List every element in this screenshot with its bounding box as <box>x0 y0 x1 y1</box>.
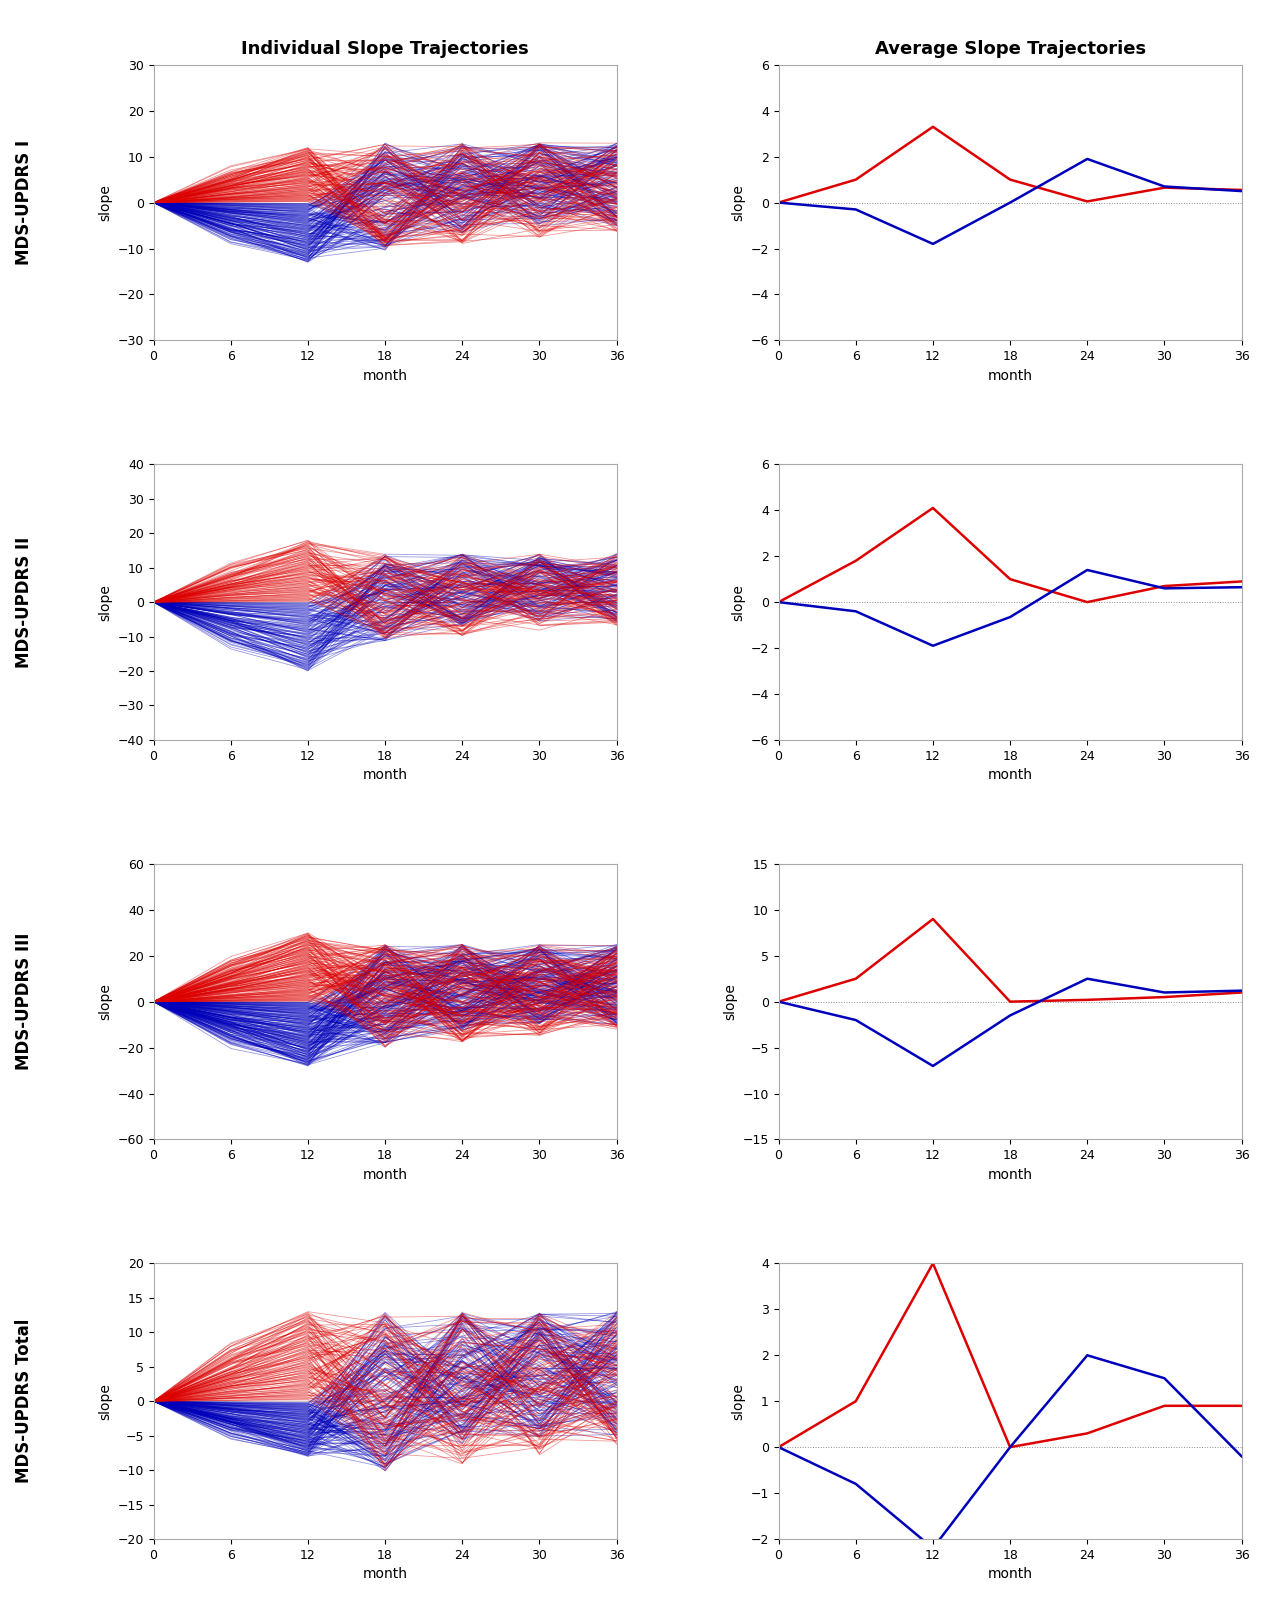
X-axis label: month: month <box>988 369 1033 382</box>
Y-axis label: slope: slope <box>99 583 111 620</box>
Y-axis label: slope: slope <box>99 1383 111 1419</box>
X-axis label: month: month <box>362 1168 407 1181</box>
X-axis label: month: month <box>362 768 407 782</box>
Y-axis label: slope: slope <box>731 1383 745 1419</box>
X-axis label: month: month <box>362 369 407 382</box>
Text: MDS-UPDRS Total: MDS-UPDRS Total <box>15 1319 33 1484</box>
Text: MDS-UPDRS I: MDS-UPDRS I <box>15 139 33 266</box>
Title: Individual Slope Trajectories: Individual Slope Trajectories <box>241 39 529 58</box>
X-axis label: month: month <box>362 1567 407 1581</box>
Y-axis label: slope: slope <box>731 185 745 220</box>
Text: MDS-UPDRS III: MDS-UPDRS III <box>15 933 33 1071</box>
X-axis label: month: month <box>988 1168 1033 1181</box>
Title: Average Slope Trajectories: Average Slope Trajectories <box>874 39 1146 58</box>
Y-axis label: slope: slope <box>99 185 111 220</box>
X-axis label: month: month <box>988 1567 1033 1581</box>
Y-axis label: slope: slope <box>723 983 737 1021</box>
Y-axis label: slope: slope <box>99 983 111 1021</box>
X-axis label: month: month <box>988 768 1033 782</box>
Text: MDS-UPDRS II: MDS-UPDRS II <box>15 536 33 667</box>
Y-axis label: slope: slope <box>731 583 745 620</box>
